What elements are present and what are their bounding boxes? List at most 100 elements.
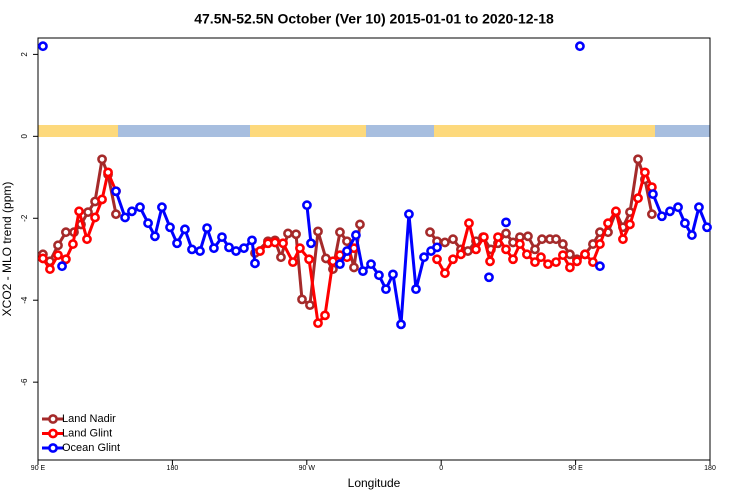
data-point: [514, 239, 525, 249]
data-point: [381, 284, 391, 295]
data-point: [306, 238, 316, 249]
y-tick-label: -6: [20, 378, 29, 386]
data-point: [297, 294, 307, 305]
data-point: [471, 244, 481, 255]
data-point: [320, 310, 330, 321]
data-point: [57, 261, 67, 272]
data-point: [38, 253, 48, 264]
data-point: [38, 41, 48, 52]
y-tick-label: 2: [20, 52, 29, 57]
data-point: [342, 246, 352, 256]
ocean-band: [118, 125, 250, 137]
data-point: [342, 236, 352, 247]
data-point: [611, 206, 621, 217]
series-line: [114, 190, 709, 326]
x-tick-label: 90 E: [31, 465, 46, 472]
x-tick-label: 0: [439, 465, 443, 472]
data-point: [335, 227, 345, 238]
data-point: [603, 218, 613, 229]
data-point: [358, 266, 368, 277]
legend-marker: [48, 428, 58, 439]
data-point: [313, 226, 323, 237]
data-point: [45, 264, 55, 274]
data-point: [224, 242, 234, 253]
data-point: [396, 319, 406, 330]
data-point: [618, 234, 628, 245]
data-point: [61, 254, 71, 265]
data-point: [625, 219, 635, 230]
data-point: [522, 249, 532, 260]
data-point: [97, 154, 107, 165]
data-point: [702, 222, 712, 233]
data-point: [425, 227, 435, 238]
data-point: [111, 186, 121, 197]
data-point: [374, 270, 384, 281]
data-point: [157, 202, 167, 213]
x-tick-label: 180: [167, 465, 179, 472]
data-point: [355, 219, 365, 230]
data-point: [665, 206, 675, 217]
x-tick-label: 90 W: [299, 465, 316, 472]
data-point: [523, 231, 533, 242]
y-tick-label: -4: [20, 296, 29, 304]
data-point: [572, 256, 582, 267]
data-point: [103, 167, 113, 178]
data-point: [195, 246, 205, 256]
data-point: [501, 228, 511, 239]
data-point: [479, 232, 489, 243]
legend-marker: [48, 443, 58, 453]
data-point: [150, 231, 160, 242]
ocean-band: [366, 125, 434, 137]
data-point: [68, 239, 78, 249]
data-point: [165, 222, 175, 233]
data-point: [694, 202, 704, 213]
data-point: [180, 224, 190, 235]
data-point: [349, 262, 359, 273]
data-point: [543, 259, 553, 270]
data-point: [558, 239, 568, 249]
data-point: [143, 218, 153, 229]
x-axis-label: Longitude: [348, 476, 401, 490]
x-tick-label: 180: [704, 465, 716, 472]
data-point: [250, 258, 260, 269]
data-point: [366, 259, 376, 270]
data-point: [456, 249, 466, 260]
data-point: [558, 250, 568, 261]
data-point: [411, 284, 421, 295]
data-point: [187, 244, 197, 255]
data-point: [687, 230, 697, 240]
data-point: [351, 230, 361, 240]
data-point: [432, 242, 442, 253]
data-point: [276, 252, 286, 263]
data-point: [484, 272, 494, 283]
data-point: [508, 254, 518, 265]
data-point: [231, 246, 241, 256]
data-point: [135, 202, 145, 213]
data-point: [588, 257, 598, 268]
data-point: [53, 240, 63, 251]
chart-title: 47.5N-52.5N October (Ver 10) 2015-01-01 …: [194, 11, 554, 27]
data-point: [657, 211, 667, 222]
data-point: [172, 238, 182, 249]
data-point: [448, 234, 458, 245]
data-point: [202, 223, 212, 234]
y-tick-label: -2: [20, 214, 29, 222]
data-point: [295, 243, 305, 254]
legend-label: Land Glint: [62, 427, 112, 439]
data-point: [440, 268, 450, 279]
data-point: [270, 237, 280, 248]
data-point: [448, 254, 458, 265]
data-point: [493, 232, 503, 243]
data-point: [304, 254, 314, 265]
data-point: [432, 254, 442, 265]
data-point: [464, 218, 474, 229]
data-point: [247, 235, 257, 246]
data-point: [278, 238, 288, 249]
data-point: [217, 232, 227, 243]
data-point: [404, 209, 414, 220]
data-point: [536, 252, 546, 263]
data-point: [551, 257, 561, 268]
ocean-band: [655, 125, 710, 137]
data-point: [501, 244, 511, 255]
